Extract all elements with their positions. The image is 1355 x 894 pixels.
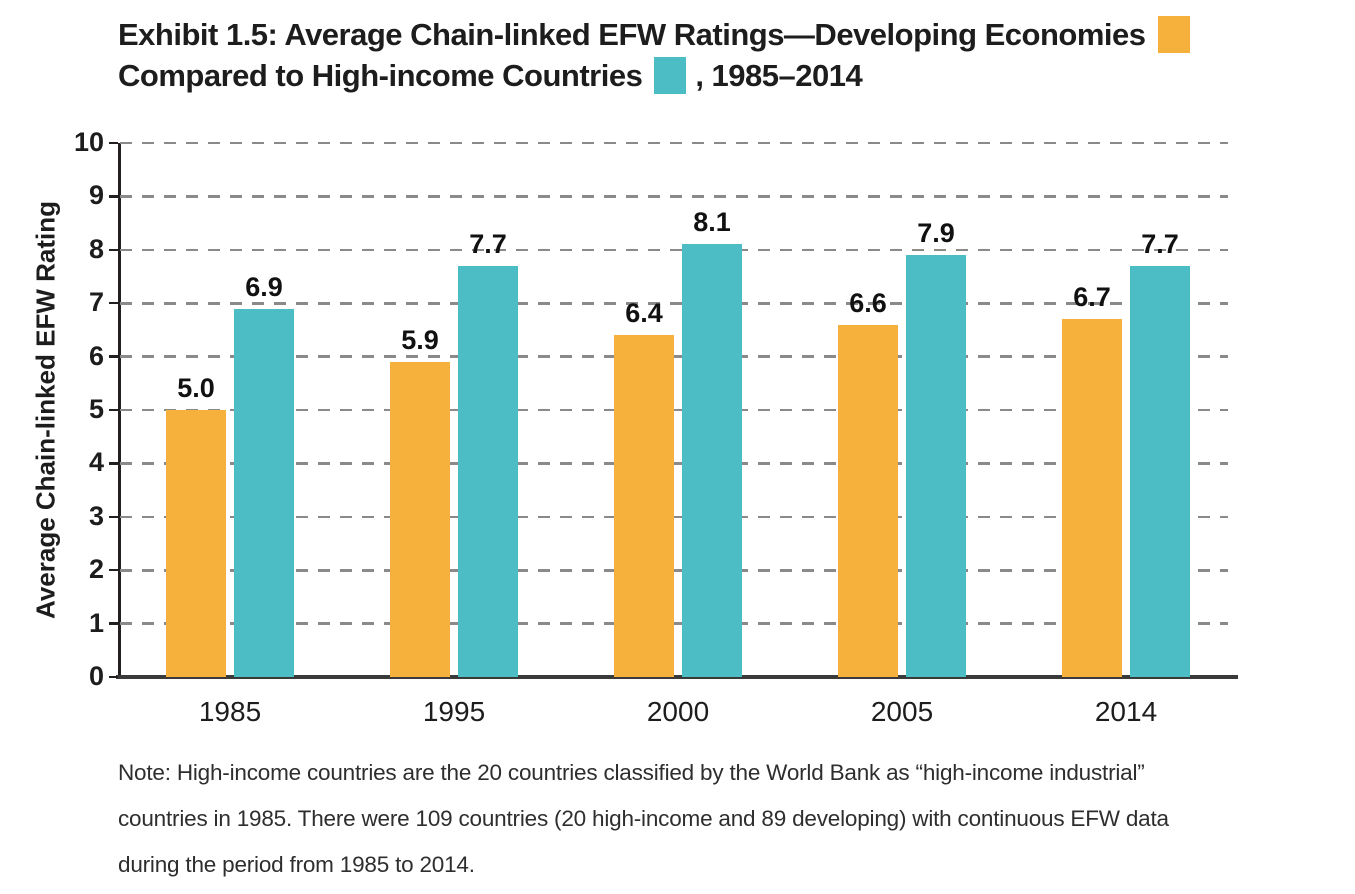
chart-title: Exhibit 1.5: Average Chain-linked EFW Ra… — [118, 14, 1190, 96]
bar-developing-1995: 5.9 — [390, 325, 450, 677]
footnote: Note: High-income countries are the 20 c… — [118, 750, 1169, 888]
y-axis-tick-label-6: 6 — [88, 340, 104, 371]
y-axis-tick-label-4: 4 — [88, 447, 104, 478]
bar-group-2000: 6.4 8.1 — [614, 207, 742, 677]
plot-area: 5.0 6.9 5.9 7.7 6.4 8.1 6.6 7.9 6.7 7.7 — [109, 141, 1238, 679]
x-axis-tick-label-1985: 1985 — [198, 696, 262, 727]
gridline-9 — [120, 195, 1228, 198]
footnote-line-2: countries in 1985. There were 109 countr… — [118, 806, 1169, 831]
bar-developing-2014: 6.7 — [1062, 282, 1122, 677]
chart-title-line-1: Exhibit 1.5: Average Chain-linked EFW Ra… — [118, 14, 1190, 55]
footnote-line-3: during the period from 1985 to 2014. — [118, 852, 475, 877]
chart-title-text-3: , 1985–2014 — [695, 58, 863, 93]
bar-developing-2005: 6.6 — [838, 288, 898, 677]
bar-group-1985: 5.0 6.9 — [166, 272, 294, 677]
y-axis-tick-mark-5 — [109, 408, 118, 412]
gridline-1 — [120, 622, 1228, 625]
bar-developing-1985: 5.0 — [166, 373, 226, 677]
bar-group-2005: 6.6 7.9 — [838, 218, 966, 677]
x-axis-tick-label-1995: 1995 — [422, 696, 486, 727]
gridline-6 — [120, 355, 1228, 358]
y-axis-tick-labels: 0 1 2 3 4 5 6 7 8 9 10 — [0, 129, 104, 690]
y-axis-tick-mark-7 — [109, 302, 118, 305]
bar-high_income-2014: 7.7 — [1130, 229, 1190, 677]
legend-swatch-developing-economies — [1157, 16, 1190, 53]
chart-title-line-2: Compared to High-income Countries , 1985–… — [118, 55, 1190, 96]
y-axis-tick-label-5: 5 — [88, 394, 104, 424]
gridline-5 — [120, 408, 1228, 412]
gridline-2 — [120, 568, 1228, 572]
x-axis-tick-label-2000: 2000 — [646, 696, 710, 727]
y-axis-tick-label-3: 3 — [88, 500, 104, 531]
footnote-line-1: Note: High-income countries are the 20 c… — [118, 760, 1145, 785]
x-axis-tick-label-2014: 2014 — [1094, 696, 1158, 727]
gridline-10 — [120, 141, 1228, 145]
bar-high_income-2000: 8.1 — [682, 207, 742, 677]
y-axis-tick-mark-6 — [109, 355, 118, 358]
y-axis-tick-mark-0 — [109, 675, 118, 679]
y-axis-tick-mark-2 — [109, 569, 118, 572]
x-axis-line — [116, 675, 1238, 679]
bar-high_income-1985: 6.9 — [234, 272, 294, 677]
bar-high_income-1995: 7.7 — [458, 229, 518, 677]
gridline-4 — [120, 462, 1228, 465]
chart-title-text-2: Compared to High-income Countries — [118, 58, 643, 93]
gridline-7 — [120, 301, 1228, 305]
bar-group-2014: 6.7 7.7 — [1062, 229, 1190, 677]
y-axis-tick-mark-1 — [109, 622, 118, 625]
y-axis-tick-label-8: 8 — [88, 233, 104, 264]
y-axis-tick-label-7: 7 — [88, 287, 104, 318]
bar-value-label: 5.9 — [401, 324, 439, 355]
y-axis-tick-mark-9 — [109, 195, 118, 198]
y-axis-tick-mark-8 — [109, 248, 118, 251]
bar-value-label: 6.6 — [849, 287, 887, 318]
y-axis-tick-label-0: 0 — [88, 661, 104, 691]
bar-value-label: 7.7 — [469, 228, 507, 259]
x-axis-labels: 1985 1995 2000 2005 2014 — [118, 696, 1228, 730]
gridline-8 — [120, 248, 1228, 252]
x-axis-tick-label-2005: 2005 — [870, 696, 934, 727]
bar-group-1995: 5.9 7.7 — [390, 229, 518, 677]
bar-high_income-2005: 7.9 — [906, 218, 966, 677]
legend-swatch-high-income-countries — [654, 57, 687, 94]
gridline-3 — [120, 515, 1228, 519]
chart-title-text-1: Exhibit 1.5: Average Chain-linked EFW Ra… — [118, 17, 1146, 52]
bar-value-label: 5.0 — [177, 373, 215, 403]
bar-value-label: 6.9 — [245, 271, 283, 302]
bar-developing-2000: 6.4 — [614, 298, 674, 677]
y-axis-tick-mark-3 — [109, 515, 118, 518]
bar-value-label: 7.7 — [1141, 228, 1179, 259]
y-axis-tick-label-2: 2 — [88, 554, 104, 585]
y-axis-tick-mark-4 — [109, 462, 118, 465]
bar-value-label: 7.9 — [917, 218, 955, 249]
bar-value-label: 8.1 — [693, 207, 731, 238]
y-axis-tick-label-9: 9 — [88, 180, 104, 211]
y-axis-tick-mark-10 — [109, 141, 118, 145]
bar-value-label: 6.4 — [625, 298, 663, 329]
bar-value-label: 6.7 — [1073, 282, 1111, 313]
y-axis-tick-label-10: 10 — [73, 127, 104, 157]
y-axis-line — [118, 143, 121, 677]
y-axis-tick-label-1: 1 — [88, 607, 104, 638]
